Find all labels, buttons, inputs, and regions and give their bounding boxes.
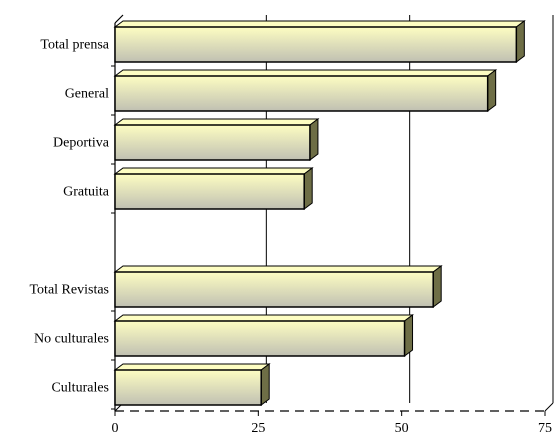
- bar-top-face-general: [113, 69, 498, 77]
- bar-top-face-deportiva: [113, 118, 320, 126]
- bar-side-face-culturales: [260, 363, 270, 406]
- category-label-general: General: [65, 87, 109, 102]
- x-tick-label-25: 25: [251, 421, 265, 436]
- bar-top-face-total-prensa: [113, 20, 526, 28]
- bar-front-face-gratuita: [114, 173, 305, 210]
- category-label-deportiva: Deportiva: [53, 136, 110, 151]
- bar-side-face-total-revistas: [432, 265, 442, 308]
- bar-front-face-culturales: [114, 369, 262, 406]
- bar-total-prensa: [113, 20, 526, 63]
- category-label-culturales: Culturales: [51, 381, 109, 396]
- bar-side-face-general: [487, 69, 497, 112]
- bar-top-face-gratuita: [113, 167, 314, 175]
- bar-front-face-total-prensa: [114, 26, 518, 63]
- bar-side-face-no-culturales: [404, 314, 414, 357]
- category-label-total-prensa: Total prensa: [40, 38, 109, 53]
- bar-front-face-deportiva: [114, 124, 311, 161]
- x-axis-depth-right: [544, 402, 554, 412]
- bar-side-face-total-prensa: [515, 20, 525, 63]
- y-axis-top-slant: [114, 14, 124, 24]
- bar-front-face-no-culturales: [114, 320, 406, 357]
- bar-deportiva: [113, 118, 320, 161]
- bar-general: [113, 69, 498, 112]
- bar-side-face-gratuita: [303, 167, 313, 210]
- bars: [113, 20, 526, 406]
- bar-top-face-culturales: [113, 363, 271, 371]
- bar-gratuita: [113, 167, 314, 210]
- bar-total-revistas: [113, 265, 443, 308]
- bar-front-face-general: [114, 75, 489, 112]
- category-label-total-revistas: Total Revistas: [29, 283, 109, 298]
- bar-culturales: [113, 363, 271, 406]
- x-tick-label-0: 0: [112, 421, 119, 436]
- x-tick-label-50: 50: [395, 421, 409, 436]
- category-label-gratuita: Gratuita: [63, 185, 110, 200]
- category-labels: Total prensa General Deportiva Gratuita Tota…: [29, 38, 115, 410]
- bar-front-face-total-revistas: [114, 271, 434, 308]
- bar-top-face-no-culturales: [113, 314, 415, 322]
- x-tick-label-75: 75: [538, 421, 552, 436]
- bar-top-face-total-revistas: [113, 265, 443, 273]
- x-tick-labels: 0 25 50 75: [112, 411, 552, 436]
- bar-side-face-deportiva: [309, 118, 319, 161]
- bar-no-culturales: [113, 314, 415, 357]
- category-label-no-culturales: No culturales: [34, 332, 109, 347]
